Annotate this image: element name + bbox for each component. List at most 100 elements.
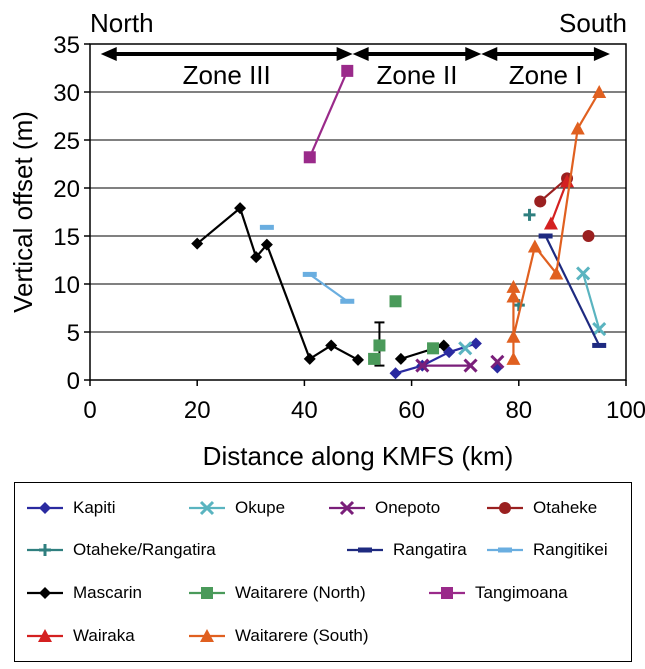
data-point [538,233,553,239]
zone-label: Zone III [183,60,271,90]
y-tick-label: 10 [53,272,80,299]
data-point [368,352,381,365]
legend-item: Waitarere (South) [187,623,369,649]
data-point [302,271,317,277]
legend-swatch [27,502,63,514]
grid-lines [90,91,626,333]
legend-swatch [189,500,225,516]
data-point [437,339,450,352]
data-point [506,351,521,365]
data-point [250,251,263,264]
legend-item: Otaheke [485,495,597,521]
zone-arrow-head [465,47,482,61]
data-point [576,266,591,281]
legend-item: Otaheke/Rangatira [25,537,216,563]
series-rangatira [538,233,607,348]
data-point [325,339,338,352]
data-point [341,64,354,77]
data-point [201,587,213,599]
data-point [463,358,478,373]
data-point [592,322,607,337]
data-point [443,346,456,359]
x-tick-label: 0 [83,397,96,424]
data-point [506,289,521,303]
legend-label: Waitarere (North) [235,583,366,602]
data-point [427,342,440,355]
y-tick-label: 0 [67,368,80,395]
series-okupe [458,266,607,356]
legend-label: Okupe [235,498,286,517]
series-line [395,342,477,375]
zone-label: Zone II [376,60,457,90]
legend-item: Kapiti [25,495,116,521]
south-label: South [559,8,627,38]
zone-arrow-head [593,47,610,61]
data-point [39,587,51,599]
data-point [458,341,473,356]
legend-swatch [189,587,225,599]
series-line [582,273,601,330]
data-point [499,502,511,514]
legend-swatch [429,587,465,599]
zone-label: Zone I [509,60,583,90]
legend-swatch [27,544,63,556]
legend-item: Rangatira [345,537,467,563]
series-line [308,70,349,158]
data-point [339,500,355,516]
y-tick-label: 30 [53,80,80,107]
data-point [38,629,52,642]
data-point [394,352,407,365]
series-waitarere-north [368,295,440,365]
legend-label: Rangitikei [533,540,608,559]
data-point [340,298,355,304]
data-point [389,295,402,308]
data-point [303,352,316,365]
data-point [592,85,607,98]
axis-ticks: 0 5 10 15 20 25 30 35 0 20 40 60 80 100 [53,32,645,424]
data-point [592,342,607,348]
legend-item: Rangitikei [485,537,608,563]
data-point [199,500,215,516]
x-axis-label: Distance along KMFS (km) [203,441,514,471]
data-point [441,587,453,599]
data-point [303,151,316,164]
data-point [39,544,51,556]
legend-label: Otaheke [533,498,598,517]
data-point [415,358,430,373]
y-tick-label: 5 [67,320,80,347]
data-point [39,502,51,514]
legend-label: Waitarere (South) [235,626,369,645]
chart: Zone III Zone II Zone I North South 0 5 10 15… [8,8,645,471]
legend-swatch [189,629,225,642]
legend: Kapiti Okupe Onepoto Otaheke Otaheke/Rangati… [14,482,632,662]
legend-swatch [487,502,523,514]
north-label: North [90,8,154,38]
series-tangimoana [303,64,354,164]
data-point [570,121,585,135]
data-point [506,279,521,293]
series-rangitikei [259,224,355,304]
x-tick-label: 80 [505,397,532,424]
series-onepoto [415,354,505,373]
legend-label: Wairaka [73,626,135,645]
data-point [527,239,542,253]
legend-swatch [329,500,365,516]
y-tick-label: 35 [53,32,80,59]
legend-label: Otaheke/Rangatira [73,540,216,559]
zone-arrow-head [100,47,117,61]
data-point [352,353,364,366]
x-tick-label: 60 [398,397,425,424]
legend-label: Mascarin [73,583,142,602]
x-tick-label: 100 [606,397,645,424]
x-tick-label: 20 [184,397,211,424]
legend-label: Rangatira [393,540,467,559]
legend-swatch [27,587,63,599]
data-point [498,547,512,553]
zone-annotations: Zone III Zone II Zone I [100,47,610,90]
data-point [373,339,386,352]
series-line [549,180,569,224]
legend-item: Waitarere (North) [187,580,366,606]
data-point [358,547,372,553]
series-line [309,273,348,303]
legend-item: Wairaka [25,623,135,649]
